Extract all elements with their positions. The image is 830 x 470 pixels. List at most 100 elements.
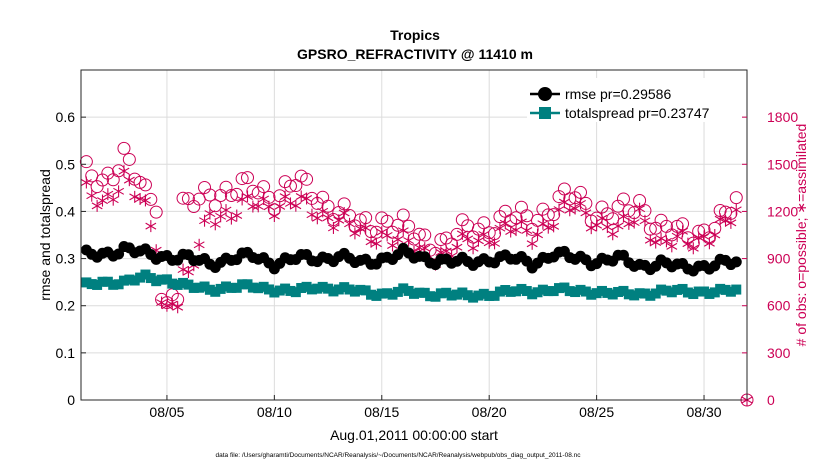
totalspread-marker — [586, 289, 597, 300]
totalspread-marker — [290, 287, 301, 298]
possible-obs-marker — [176, 191, 190, 205]
possible-obs-marker — [520, 209, 534, 223]
assimilated-obs-stroke — [526, 240, 538, 248]
assimilated-obs-stroke — [601, 223, 613, 231]
assimilated-obs-stroke — [258, 195, 270, 203]
totalspread-marker — [231, 282, 242, 293]
totalspread-marker — [226, 282, 237, 293]
assimilated-obs-stroke — [118, 167, 130, 175]
assimilated-obs-stroke — [360, 224, 372, 232]
assimilated-obs-stroke — [172, 303, 184, 311]
assimilated-obs-stroke — [730, 206, 742, 214]
assimilated-obs-stroke — [161, 302, 173, 310]
assimilated-obs-marker — [628, 216, 640, 229]
assimilated-obs-marker — [284, 197, 296, 210]
assimilated-obs-marker — [333, 214, 345, 227]
assimilated-obs-marker — [139, 194, 151, 207]
assimilated-obs-marker — [499, 217, 511, 230]
totalspread-marker — [532, 287, 543, 298]
assimilated-obs-marker — [612, 220, 624, 233]
assimilated-obs-marker — [215, 210, 227, 223]
assimilated-obs-stroke — [107, 196, 119, 204]
assimilated-obs-marker — [360, 221, 372, 234]
assimilated-obs-marker — [698, 230, 710, 243]
totalspread-marker — [656, 284, 667, 295]
assimilated-obs-stroke — [703, 239, 715, 247]
assimilated-obs-stroke — [698, 232, 710, 240]
assimilated-obs-stroke — [515, 218, 527, 226]
totalspread-marker — [441, 287, 452, 298]
x-tick-label: 08/20 — [472, 404, 507, 420]
totalspread-marker — [140, 269, 151, 280]
assimilated-obs-stroke — [553, 206, 565, 214]
assimilated-obs-stroke — [472, 237, 484, 245]
assimilated-obs-marker — [199, 214, 211, 227]
totalspread-marker — [580, 286, 591, 297]
assimilated-obs-marker — [494, 222, 506, 235]
assimilated-obs-marker — [209, 218, 221, 231]
assimilated-obs-stroke — [392, 236, 404, 243]
rmse-marker — [730, 256, 742, 268]
totalspread-marker — [672, 284, 683, 295]
possible-obs-marker — [616, 192, 630, 206]
assimilated-obs-marker — [177, 263, 189, 276]
totalspread-marker — [392, 286, 403, 297]
totalspread-marker — [306, 284, 317, 295]
assimilated-obs-marker — [349, 227, 361, 240]
assimilated-obs-stroke — [596, 214, 608, 222]
assimilated-obs-marker — [526, 237, 538, 250]
assimilated-obs-marker — [725, 216, 737, 229]
assimilated-obs-stroke — [644, 236, 656, 244]
assimilated-obs-marker — [451, 241, 463, 254]
assimilated-obs-stroke — [317, 207, 329, 215]
assimilated-obs-marker — [381, 229, 393, 242]
totalspread-marker — [312, 283, 323, 294]
assimilated-obs-marker — [472, 234, 484, 247]
totalspread-marker — [145, 273, 156, 284]
legend-rmse-label: rmse pr=0.29586 — [565, 86, 671, 102]
possible-obs-marker — [241, 171, 254, 185]
totalspread-marker — [328, 286, 339, 297]
assimilated-obs-marker — [596, 212, 608, 225]
legend-box — [527, 78, 742, 122]
assimilated-obs-marker — [290, 199, 302, 212]
totalspread-marker — [263, 284, 274, 295]
totalspread-marker — [554, 283, 565, 294]
assimilated-obs-marker — [102, 188, 114, 201]
assimilated-obs-marker — [580, 206, 592, 219]
assimilated-obs-stroke — [725, 219, 737, 227]
totalspread-marker — [645, 290, 656, 301]
assimilated-obs-stroke — [344, 220, 356, 228]
assimilated-obs-stroke — [510, 226, 522, 234]
totalspread-marker — [360, 285, 371, 296]
totalspread-marker — [366, 289, 377, 300]
totalspread-marker — [613, 286, 624, 297]
assimilated-obs-stroke — [709, 231, 721, 239]
plot-area — [81, 70, 747, 400]
assimilated-obs-marker — [311, 212, 323, 225]
assimilated-obs-stroke — [569, 205, 581, 212]
assimilated-obs-marker — [462, 232, 474, 245]
possible-obs-marker — [531, 213, 545, 227]
assimilated-obs-marker — [268, 210, 280, 223]
assimilated-obs-stroke — [370, 240, 382, 248]
possible-obs-marker — [122, 152, 136, 166]
totalspread-marker — [274, 285, 285, 296]
totalspread-marker — [570, 287, 581, 298]
assimilated-obs-marker — [274, 200, 286, 213]
assimilated-obs-marker — [301, 192, 313, 205]
assimilated-obs-marker — [123, 174, 135, 187]
totalspread-marker — [725, 286, 736, 297]
y-tick-label-right: 1500 — [767, 156, 798, 172]
assimilated-obs-stroke — [403, 237, 415, 245]
totalspread-marker — [215, 283, 226, 294]
possible-obs-marker — [208, 199, 222, 213]
possible-obs-marker — [235, 172, 249, 186]
totalspread-marker — [376, 288, 387, 299]
assimilated-obs-stroke — [397, 227, 409, 235]
assimilated-obs-marker — [558, 196, 570, 209]
totalspread-marker — [167, 278, 178, 289]
chart-subtitle: GPSRO_REFRACTIVITY @ 11410 m — [297, 46, 533, 62]
assimilated-obs-marker — [617, 210, 629, 223]
assimilated-obs-stroke — [617, 213, 629, 220]
